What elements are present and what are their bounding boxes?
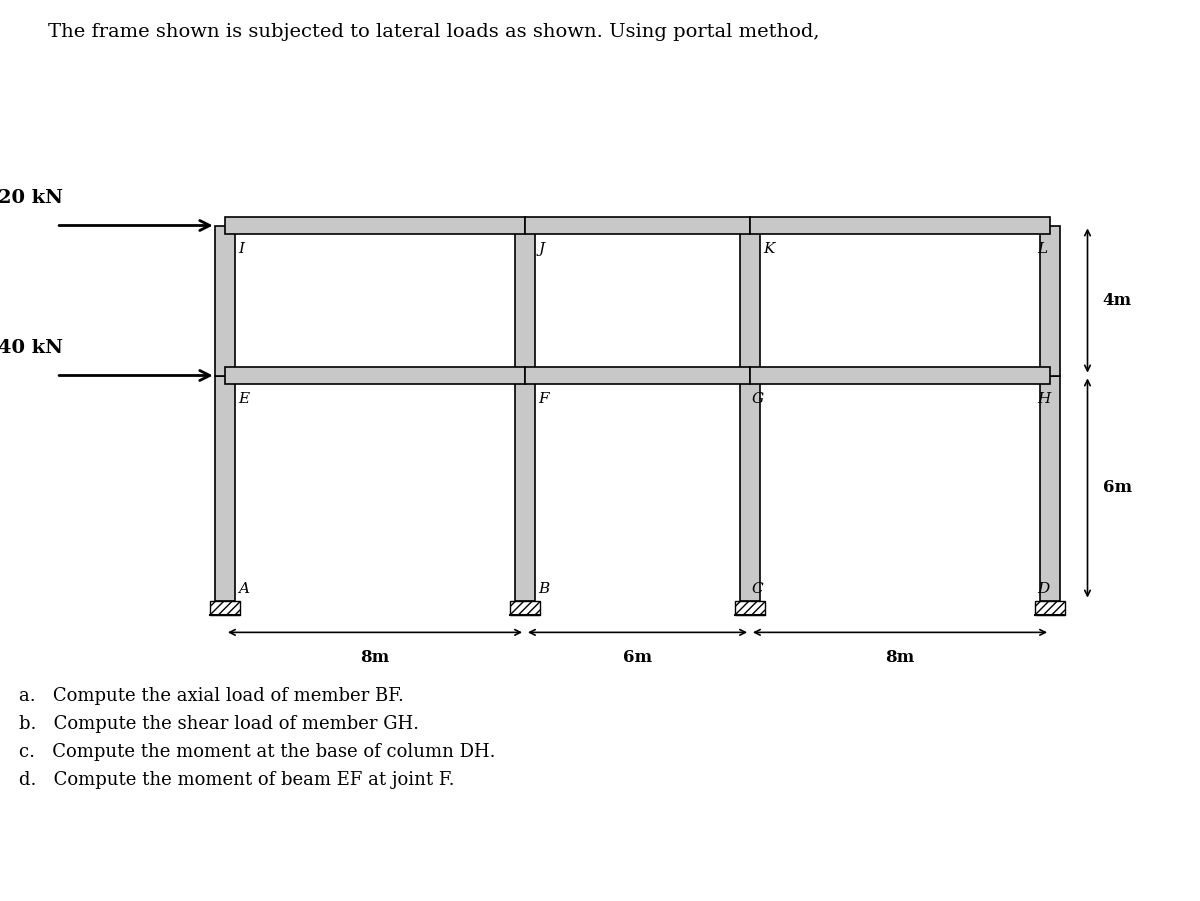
Text: L: L: [1037, 242, 1046, 257]
Text: K: K: [763, 242, 774, 257]
Text: a.   Compute the axial load of member BF.: a. Compute the axial load of member BF.: [19, 687, 403, 705]
Text: F: F: [538, 392, 548, 406]
Text: 6m: 6m: [1103, 479, 1132, 496]
FancyBboxPatch shape: [515, 376, 535, 600]
FancyBboxPatch shape: [526, 367, 750, 384]
Text: The frame shown is subjected to lateral loads as shown. Using portal method,: The frame shown is subjected to lateral …: [48, 23, 820, 41]
FancyBboxPatch shape: [750, 367, 1050, 384]
FancyBboxPatch shape: [515, 225, 535, 376]
Text: c.   Compute the moment at the base of column DH.: c. Compute the moment at the base of col…: [19, 743, 496, 761]
Text: E: E: [238, 392, 250, 406]
FancyBboxPatch shape: [750, 217, 1050, 234]
FancyBboxPatch shape: [226, 217, 526, 234]
Text: 20 kN: 20 kN: [0, 188, 62, 206]
Text: 8m: 8m: [886, 650, 914, 666]
FancyBboxPatch shape: [739, 376, 761, 600]
Text: C: C: [752, 582, 763, 596]
Text: 4m: 4m: [1103, 292, 1132, 309]
FancyBboxPatch shape: [1039, 376, 1061, 600]
FancyBboxPatch shape: [215, 376, 235, 600]
Text: d.   Compute the moment of beam EF at joint F.: d. Compute the moment of beam EF at join…: [19, 771, 455, 789]
Text: b.   Compute the shear load of member GH.: b. Compute the shear load of member GH.: [19, 714, 419, 733]
FancyBboxPatch shape: [526, 217, 750, 234]
Bar: [1034, 600, 1066, 614]
Bar: [510, 600, 540, 614]
Bar: [734, 600, 766, 614]
Text: D: D: [1037, 582, 1049, 596]
Text: A: A: [238, 582, 250, 596]
Text: 40 kN: 40 kN: [0, 339, 62, 357]
Text: 8m: 8m: [360, 650, 390, 666]
FancyBboxPatch shape: [739, 225, 761, 376]
Text: B: B: [538, 582, 550, 596]
Text: I: I: [238, 242, 244, 257]
FancyBboxPatch shape: [226, 367, 526, 384]
Text: 6m: 6m: [623, 650, 652, 666]
Text: H: H: [1037, 392, 1050, 406]
Text: G: G: [752, 392, 764, 406]
Text: J: J: [538, 242, 545, 257]
FancyBboxPatch shape: [215, 225, 235, 376]
Bar: [210, 600, 240, 614]
FancyBboxPatch shape: [1039, 225, 1061, 376]
